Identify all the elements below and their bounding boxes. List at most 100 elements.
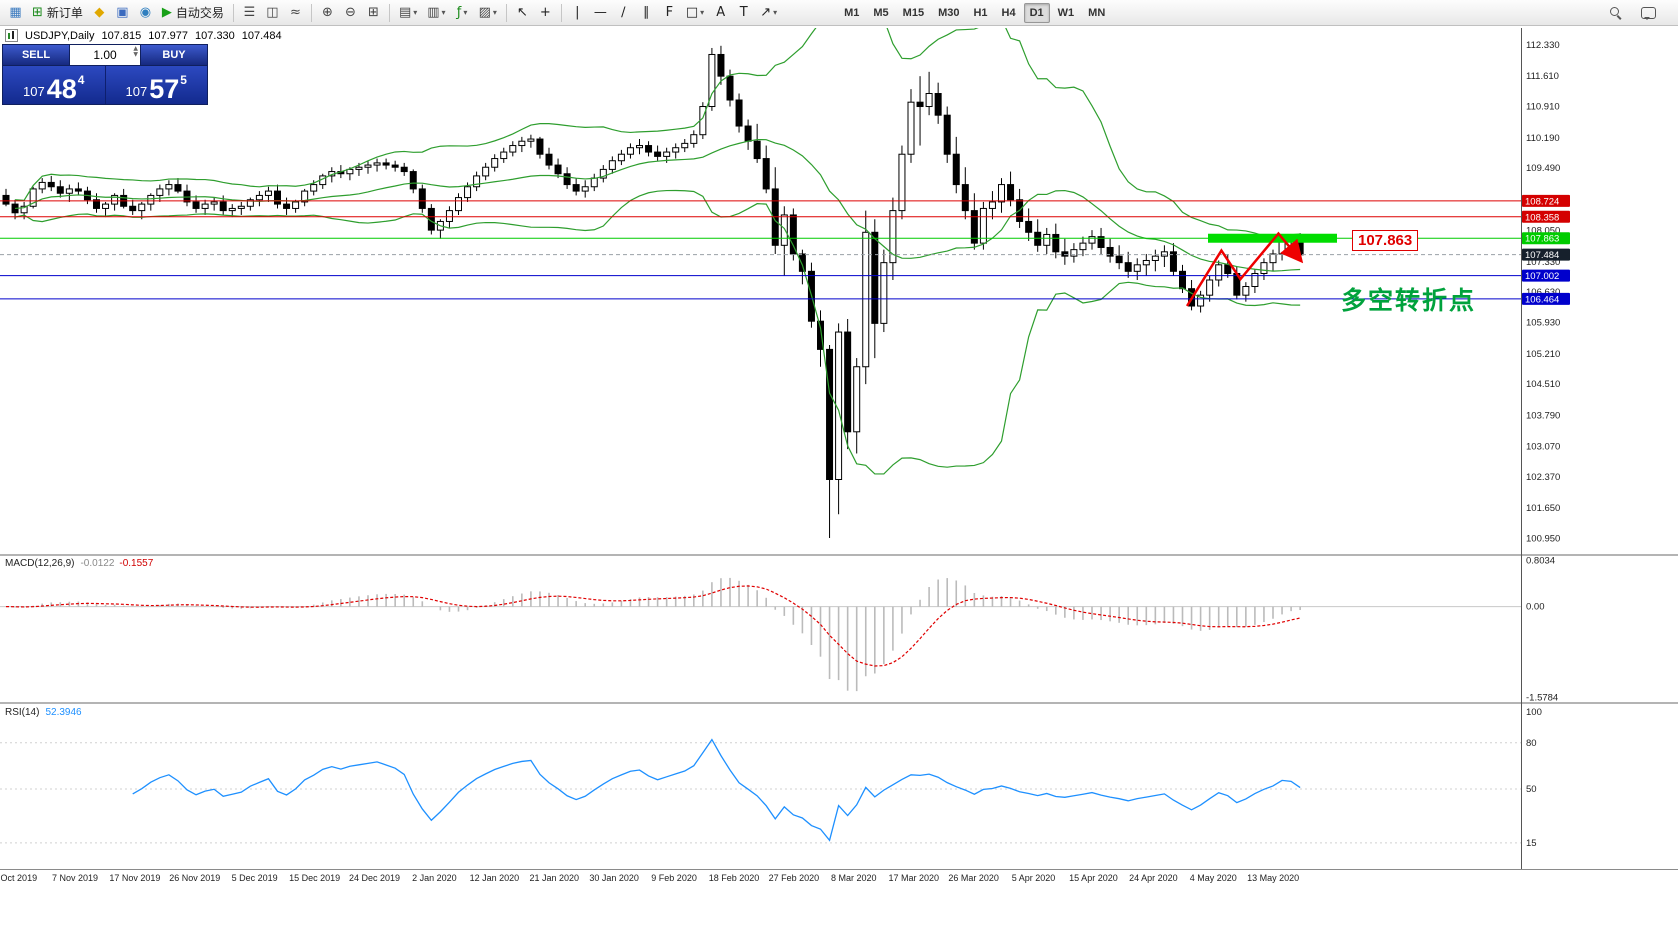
date-label: 5 Apr 2020	[1012, 873, 1056, 883]
candle-body	[65, 188, 73, 194]
zoom-in-icon[interactable]: ⊕	[317, 2, 338, 23]
date-label: 2 Jan 2020	[412, 873, 457, 883]
candle-body	[1079, 242, 1087, 251]
candle-body	[690, 134, 698, 144]
candle-body	[862, 231, 870, 368]
timeframe-d1[interactable]: D1	[1023, 2, 1050, 23]
date-label: 18 Feb 2020	[709, 873, 760, 883]
buy-button[interactable]: BUY	[141, 45, 207, 65]
candles-chart-icon[interactable]: ◫	[262, 2, 283, 23]
vertical-line-icon[interactable]: |	[567, 2, 588, 23]
volume-down-icon[interactable]: ▼	[133, 51, 138, 58]
note-annotation[interactable]: 多空转折点	[1341, 287, 1477, 315]
timeframe-w1[interactable]: W1	[1052, 3, 1081, 23]
chart-symbol-title: USDJPY,Daily	[25, 29, 95, 42]
macd-label: MACD(12,26,9) -0.0122 -0.1557	[5, 558, 153, 569]
panel-separator[interactable]	[0, 554, 1678, 556]
candle-body	[970, 210, 978, 244]
bars-chart-icon[interactable]: ☰	[239, 2, 260, 23]
metaeditor-icon[interactable]: ◆	[89, 2, 110, 23]
volume-input[interactable]	[81, 47, 129, 63]
arrows-icon[interactable]: ↗ ▾	[756, 2, 781, 23]
price-axis-label: 106.630	[1526, 287, 1560, 298]
chat-icon[interactable]	[1641, 6, 1656, 20]
date-label: 13 May 2020	[1247, 873, 1299, 883]
date-label: 17 Nov 2019	[109, 873, 160, 883]
sell-button[interactable]: SELL	[3, 45, 69, 65]
candle-body	[988, 201, 996, 209]
candle-body	[898, 153, 906, 212]
candle-body	[1070, 249, 1078, 257]
sell-price-main: 107	[23, 84, 45, 99]
candle-body	[798, 253, 806, 272]
candle-body	[581, 186, 589, 192]
new-order-button[interactable]: ⊞ 新订单	[28, 2, 87, 23]
timeframe-m5[interactable]: M5	[867, 3, 894, 23]
timeframe-h1[interactable]: H1	[967, 3, 993, 23]
timeframe-m15[interactable]: M15	[897, 3, 930, 23]
price-axis-badge-text: 107.863	[1525, 234, 1559, 245]
terminal-chart-icon[interactable]: ▦	[5, 2, 26, 23]
candle-body	[681, 142, 689, 149]
price-callout[interactable]: 107.863	[1352, 230, 1419, 251]
candle-body	[1034, 231, 1042, 246]
crosshair-icon[interactable]: +	[535, 2, 556, 23]
candle-body	[943, 114, 951, 155]
search-icon[interactable]	[1610, 7, 1621, 18]
candle-body	[599, 168, 607, 179]
candle-body	[473, 175, 481, 188]
timeframe-h4[interactable]: H4	[996, 3, 1022, 23]
date-label: 9 Oct 2019	[0, 873, 37, 883]
candle-body	[382, 162, 390, 166]
one-click-trading-panel: SELL ▲▼ BUY 107 48 4 107 57 5	[2, 44, 208, 105]
text-icon[interactable]: A	[710, 2, 731, 23]
tile-windows-icon[interactable]: ⊞	[363, 2, 384, 23]
rsi-axis-label: 100	[1526, 707, 1542, 718]
price-axis-badge	[1522, 194, 1570, 207]
bollinger-middle-band	[15, 138, 1301, 272]
candle-body	[1160, 251, 1168, 257]
zoom-out-icon[interactable]: ⊖	[340, 2, 361, 23]
navigator-icon[interactable]: ◉	[135, 2, 156, 23]
sell-price[interactable]: 107 48 4	[3, 66, 106, 104]
new-chart-icon[interactable]: ▤ ▾	[395, 2, 421, 23]
trendline-icon[interactable]: ∕	[613, 2, 634, 23]
templates-icon[interactable]: ▨ ▾	[475, 2, 501, 23]
fibonacci-icon[interactable]: F	[659, 2, 680, 23]
chart-header: USDJPY,Daily 107.815 107.977 107.330 107…	[5, 29, 282, 42]
market-watch-icon[interactable]: ▣	[112, 2, 133, 23]
buy-price[interactable]: 107 57 5	[105, 66, 207, 104]
candle-body	[654, 151, 662, 157]
volume-up-icon[interactable]: ▲	[133, 45, 138, 52]
line-chart-icon[interactable]: ≈	[285, 2, 306, 23]
rsi-value: 52.3946	[45, 707, 82, 718]
supply-zone-rect[interactable]	[1208, 233, 1337, 243]
trend-arrow-annotation[interactable]	[1185, 231, 1304, 307]
candle-body	[1151, 255, 1159, 261]
timeframe-mn[interactable]: MN	[1082, 3, 1111, 23]
autotrading-button[interactable]: ▶ 自动交易	[158, 2, 228, 23]
indicators-icon[interactable]: ƒ ▾	[452, 2, 473, 23]
candle-body	[264, 190, 272, 196]
candle-body	[1133, 264, 1141, 272]
candle-body	[74, 188, 82, 192]
candle-body	[717, 53, 725, 77]
date-label: 4 May 2020	[1190, 873, 1237, 883]
text-label-icon[interactable]: T	[733, 2, 754, 23]
panel-separator[interactable]	[0, 702, 1678, 704]
candle-body	[907, 101, 915, 155]
macd-axis-label: 0.8034	[1526, 555, 1555, 566]
timeframe-m1[interactable]: M1	[838, 3, 865, 23]
profiles-icon[interactable]: ▥ ▾	[423, 2, 449, 23]
candle-body	[364, 164, 372, 168]
channel-icon[interactable]: ∥	[636, 2, 657, 23]
horizontal-line-icon[interactable]: —	[590, 2, 611, 23]
candle-body	[455, 197, 462, 212]
volume-stepper[interactable]: ▲ ▼	[133, 46, 138, 58]
cursor-icon[interactable]: ↖	[512, 2, 533, 23]
shapes-icon[interactable]: □ ▾	[682, 2, 708, 23]
chart-icon	[5, 29, 18, 42]
candle-body	[93, 199, 100, 209]
timeframe-m30[interactable]: M30	[932, 3, 965, 23]
